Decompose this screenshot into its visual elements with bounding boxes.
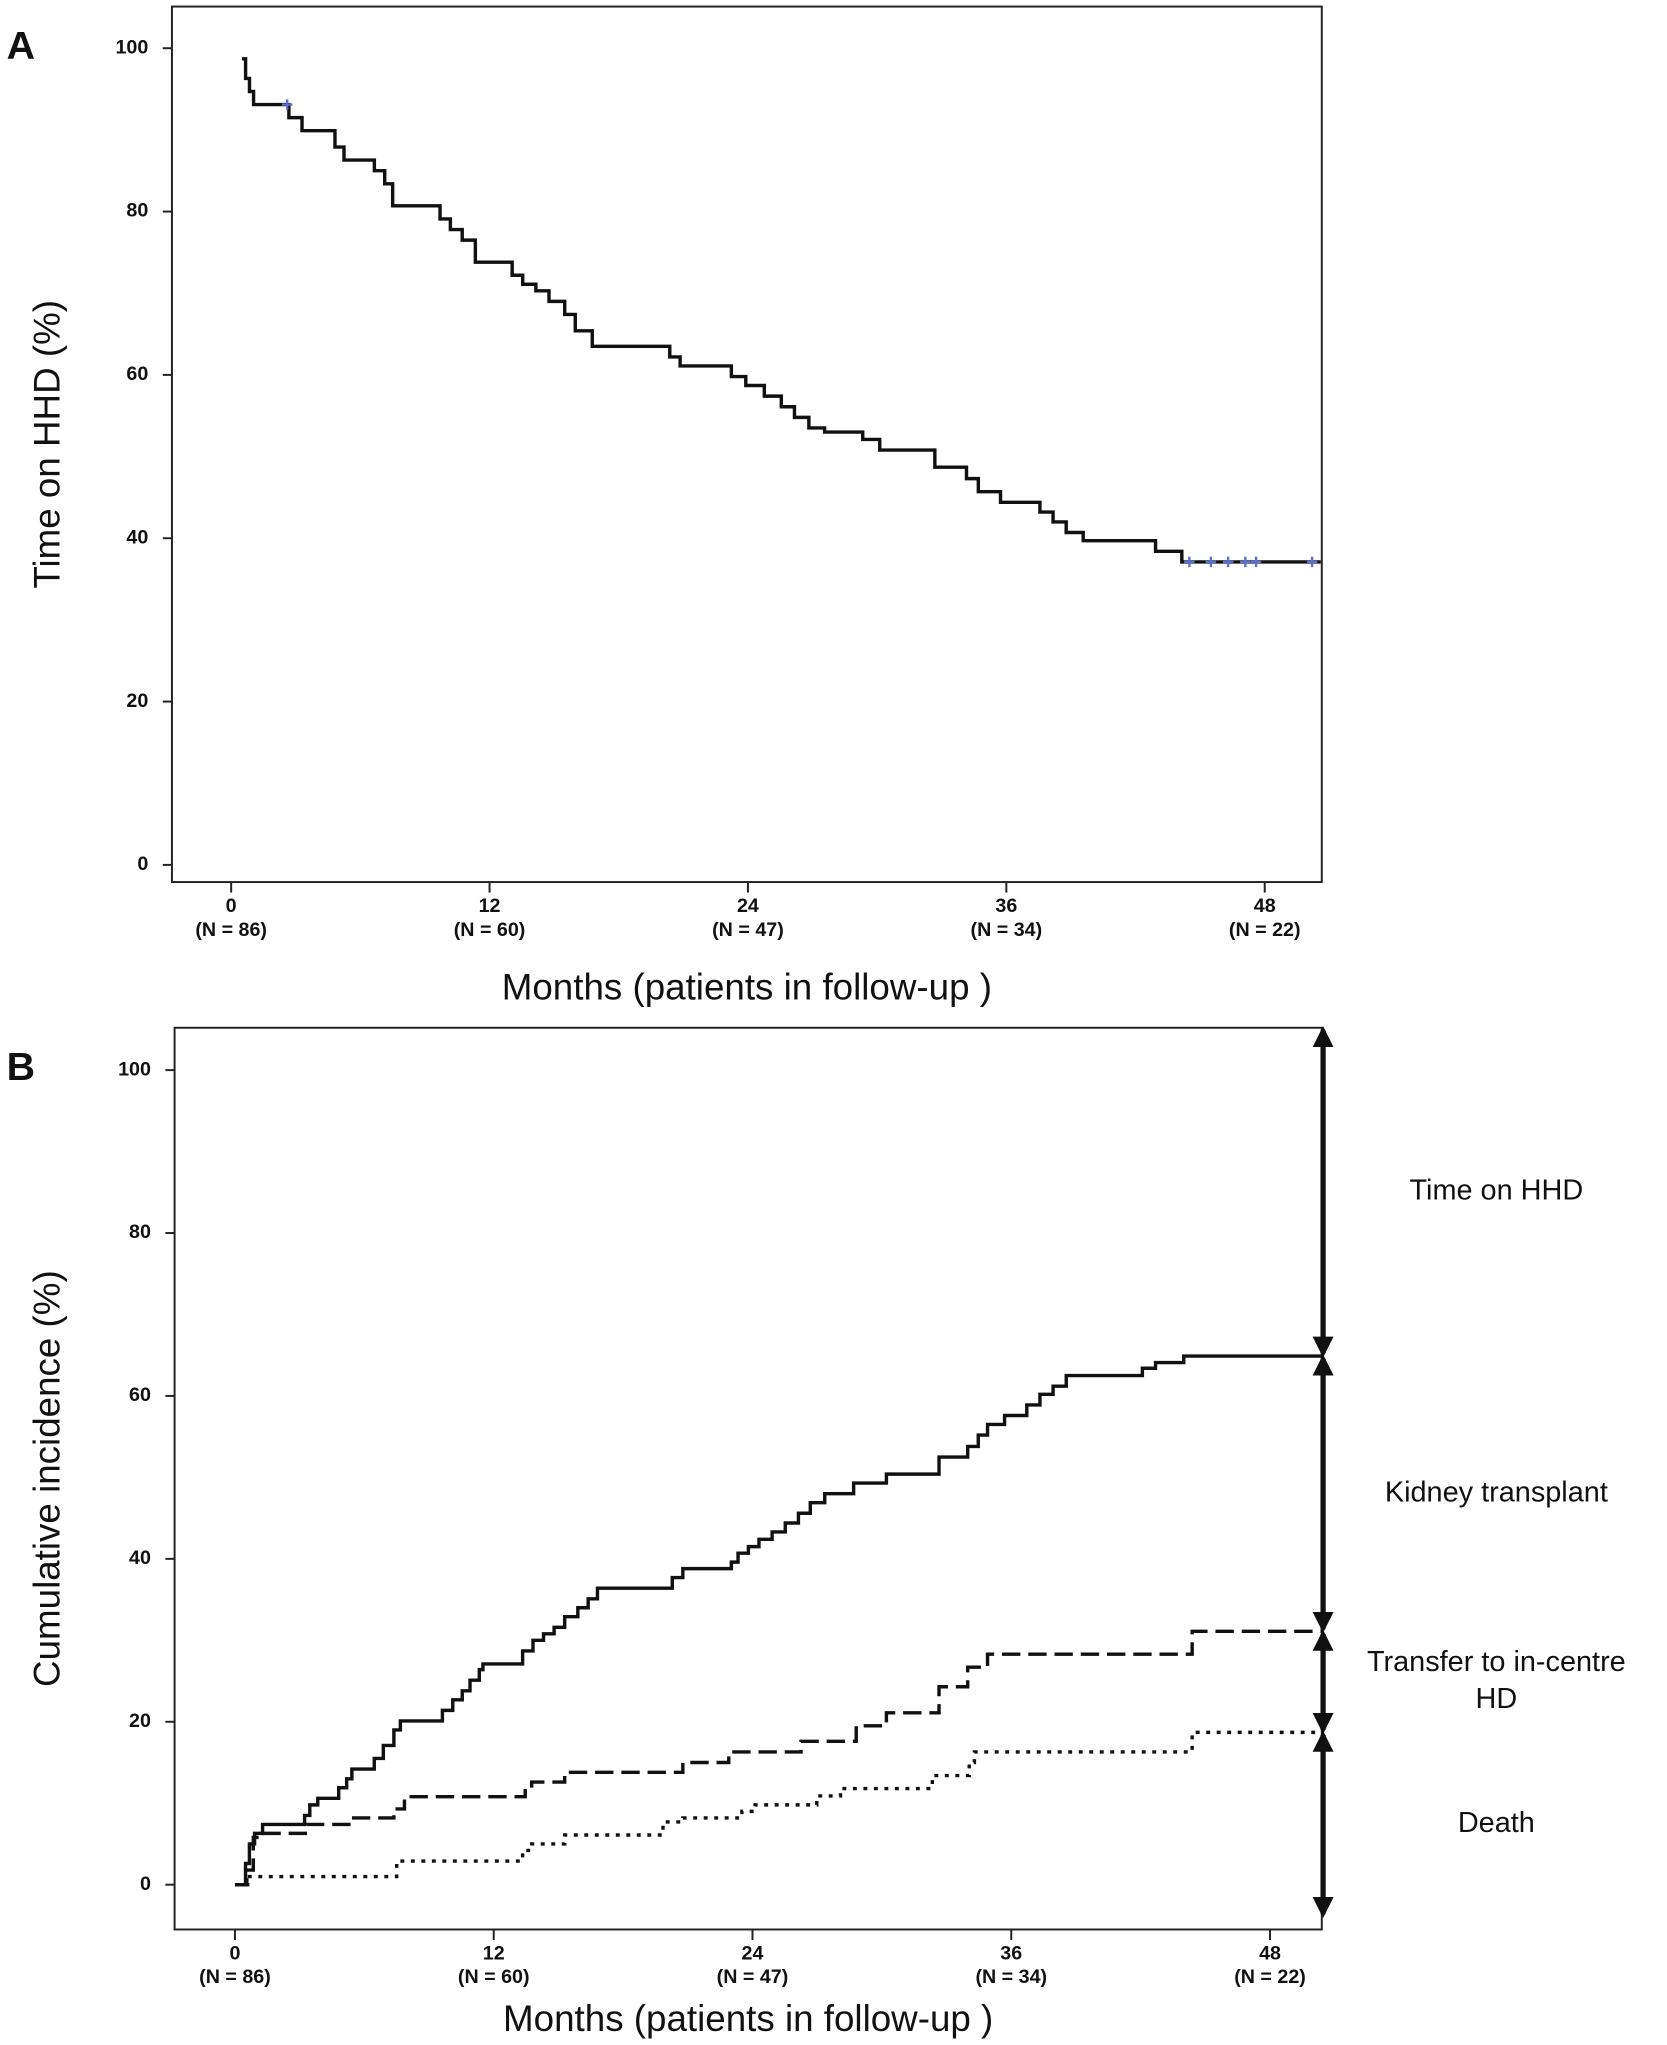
- censor-mark: [1184, 556, 1195, 568]
- y-axis-title: Cumulative incidence (%): [27, 1270, 68, 1687]
- x-tick-sublabel: (N = 47): [717, 1966, 789, 1988]
- y-tick-label: 100: [116, 36, 149, 58]
- y-tick-label: 80: [126, 200, 148, 222]
- y-tick-label: 40: [126, 526, 148, 548]
- x-tick-label: 24: [737, 895, 759, 917]
- x-tick-label: 24: [742, 1943, 764, 1965]
- x-tick-label: 48: [1254, 895, 1276, 917]
- panel-label: A: [7, 24, 35, 68]
- censor-mark: [1205, 556, 1217, 568]
- y-tick-label: 80: [129, 1221, 151, 1243]
- bracket-label: Death: [1458, 1807, 1535, 1839]
- censor-mark: [1222, 556, 1234, 568]
- x-tick-sublabel: (N = 86): [195, 919, 267, 941]
- y-tick-label: 60: [129, 1384, 151, 1406]
- plot-frame: [173, 1026, 1323, 1931]
- x-tick-label: 48: [1259, 1943, 1281, 1965]
- censor-mark: [1240, 556, 1251, 568]
- y-axis-title: Time on HHD (%): [27, 300, 68, 589]
- y-tick-label: 0: [137, 853, 148, 875]
- y-tick-label: 20: [126, 690, 148, 712]
- x-tick-sublabel: (N = 86): [199, 1966, 271, 1988]
- y-tick-label: 40: [129, 1547, 151, 1569]
- y-tick-label: 0: [140, 1873, 151, 1895]
- x-tick-label: 0: [226, 895, 237, 917]
- x-axis-title: Months (patients in follow-up ): [502, 966, 992, 1007]
- censor-mark: [1306, 556, 1318, 568]
- x-tick-label: 12: [483, 1943, 505, 1965]
- x-tick-sublabel: (N = 60): [458, 1966, 530, 1988]
- censor-mark: [281, 99, 293, 110]
- x-tick-sublabel: (N = 22): [1229, 919, 1301, 941]
- x-tick-label: 36: [1000, 1943, 1022, 1965]
- series-line: [234, 1629, 1322, 1887]
- x-axis-title: Months (patients in follow-up ): [503, 1998, 993, 2039]
- x-tick-sublabel: (N = 22): [1234, 1966, 1306, 1988]
- x-tick-label: 0: [229, 1943, 240, 1965]
- bracket-label: Kidney transplant: [1385, 1476, 1608, 1508]
- plot-frame: [170, 5, 1323, 884]
- x-tick-sublabel: (N = 34): [975, 1966, 1047, 1988]
- bracket-label: Transfer to in-centre: [1367, 1646, 1626, 1678]
- bracket-label: HD: [1476, 1683, 1518, 1715]
- series-line: [234, 1730, 1322, 1887]
- series-line: [241, 57, 1321, 564]
- x-tick-label: 36: [995, 895, 1017, 917]
- x-tick-sublabel: (N = 47): [712, 919, 784, 941]
- bracket-label: Time on HHD: [1409, 1175, 1583, 1207]
- x-tick-sublabel: (N = 34): [971, 919, 1043, 941]
- series-line: [234, 1354, 1322, 1887]
- x-tick-sublabel: (N = 60): [454, 919, 526, 941]
- y-tick-label: 60: [126, 363, 148, 385]
- y-tick-label: 100: [118, 1058, 151, 1080]
- censor-mark: [1250, 556, 1262, 568]
- panel-label: B: [7, 1045, 35, 1089]
- x-tick-label: 12: [479, 895, 501, 917]
- y-tick-label: 20: [129, 1710, 151, 1732]
